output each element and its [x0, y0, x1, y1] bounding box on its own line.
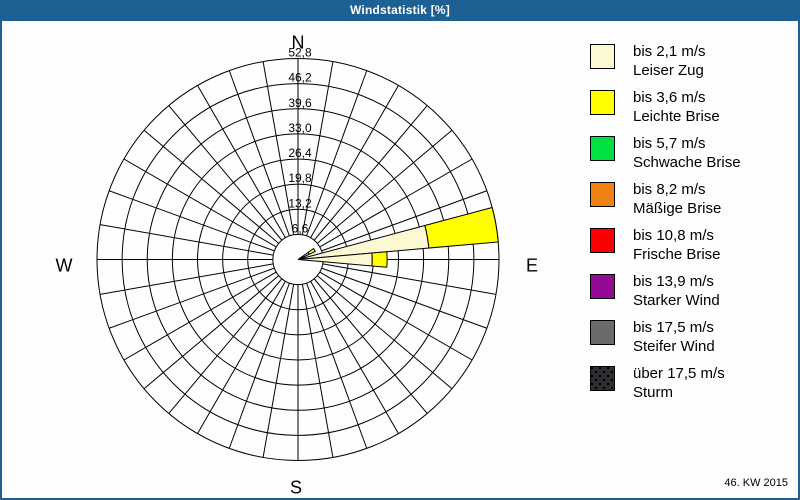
- legend-item-label: bis 10,8 m/s Frische Brise: [633, 226, 721, 264]
- radial-tick-label: 46,2: [288, 71, 312, 85]
- legend-color-swatch: [590, 228, 615, 253]
- legend-item: bis 8,2 m/s Mäßige Brise: [590, 181, 790, 217]
- legend-item: bis 13,9 m/s Starker Wind: [590, 273, 790, 309]
- legend-name-text: Frische Brise: [633, 246, 721, 263]
- legend-name-text: Sturm: [633, 384, 674, 401]
- legend-name-text: Mäßige Brise: [633, 200, 722, 217]
- wind-sectors: [297, 206, 499, 268]
- legend-item: bis 2,1 m/s Leiser Zug: [590, 43, 790, 79]
- legend-color-swatch: [590, 90, 615, 115]
- radial-tick-label: 19,8: [288, 171, 312, 185]
- calendar-week-label: 46. KW 2015: [724, 477, 788, 489]
- legend-item-label: bis 8,2 m/s Mäßige Brise: [633, 180, 721, 218]
- legend-speed-text: bis 3,6 m/s: [633, 89, 706, 106]
- legend-item-label: bis 17,5 m/s Steifer Wind: [633, 318, 715, 356]
- legend-item: bis 5,7 m/s Schwache Brise: [590, 135, 790, 171]
- legend-item: bis 17,5 m/s Steifer Wind: [590, 319, 790, 355]
- legend-speed-text: bis 2,1 m/s: [633, 43, 706, 60]
- legend-item-label: bis 13,9 m/s Starker Wind: [633, 272, 720, 310]
- legend-color-swatch: [590, 320, 615, 345]
- wind-sector-segment: [371, 251, 388, 268]
- legend-item-label: bis 5,7 m/s Schwache Brise: [633, 134, 741, 172]
- legend-speed-text: bis 8,2 m/s: [633, 181, 706, 198]
- legend-name-text: Steifer Wind: [633, 338, 715, 355]
- polar-grid: [96, 58, 500, 461]
- wind-speed-legend: bis 2,1 m/s Leiser Zug bis 3,6 m/s Leichte …: [590, 43, 790, 412]
- wind-rose-chart: 6,6 13,2 19,8 26,4 33,0 39,6 46,2 52,8N S W E: [56, 33, 539, 498]
- legend-item-label: über 17,5 m/s Sturm: [633, 364, 725, 402]
- legend-speed-text: bis 13,9 m/s: [633, 273, 714, 290]
- radial-tick-label: 6,6: [292, 221, 309, 235]
- legend-name-text: Schwache Brise: [633, 154, 741, 171]
- compass-north: N: [292, 33, 305, 53]
- legend-speed-text: über 17,5 m/s: [633, 365, 725, 382]
- legend-item: über 17,5 m/s Sturm: [590, 365, 790, 401]
- compass-south: S: [290, 478, 302, 498]
- compass-labels: N S W E: [56, 33, 539, 498]
- radial-tick-label: 52,8: [288, 46, 312, 60]
- legend-name-text: Leichte Brise: [633, 108, 720, 125]
- legend-name-text: Starker Wind: [633, 292, 720, 309]
- legend-speed-text: bis 10,8 m/s: [633, 227, 714, 244]
- radial-axis-labels: 6,6 13,2 19,8 26,4 33,0 39,6 46,2 52,8: [288, 46, 312, 236]
- legend-item: bis 10,8 m/s Frische Brise: [590, 227, 790, 263]
- legend-color-swatch: [590, 44, 615, 69]
- wind-sector-segment: [307, 247, 316, 256]
- legend-name-text: Leiser Zug: [633, 62, 704, 79]
- legend-speed-text: bis 17,5 m/s: [633, 319, 714, 336]
- radial-tick-label: 13,2: [288, 196, 312, 210]
- window-title: Windstatistik [%]: [2, 0, 798, 21]
- radial-tick-label: 39,6: [288, 96, 312, 110]
- legend-color-swatch: [590, 182, 615, 207]
- compass-east: E: [526, 256, 538, 276]
- legend-color-swatch: [590, 136, 615, 161]
- compass-west: W: [56, 256, 73, 276]
- legend-color-swatch: [590, 274, 615, 299]
- radial-tick-label: 26,4: [288, 146, 312, 160]
- legend-item-label: bis 2,1 m/s Leiser Zug: [633, 42, 706, 80]
- legend-color-swatch: [590, 366, 615, 391]
- legend-item: bis 3,6 m/s Leichte Brise: [590, 89, 790, 125]
- wind-sector-segment: [424, 206, 499, 249]
- legend-item-label: bis 3,6 m/s Leichte Brise: [633, 88, 720, 126]
- radial-tick-label: 33,0: [288, 121, 312, 135]
- legend-speed-text: bis 5,7 m/s: [633, 135, 706, 152]
